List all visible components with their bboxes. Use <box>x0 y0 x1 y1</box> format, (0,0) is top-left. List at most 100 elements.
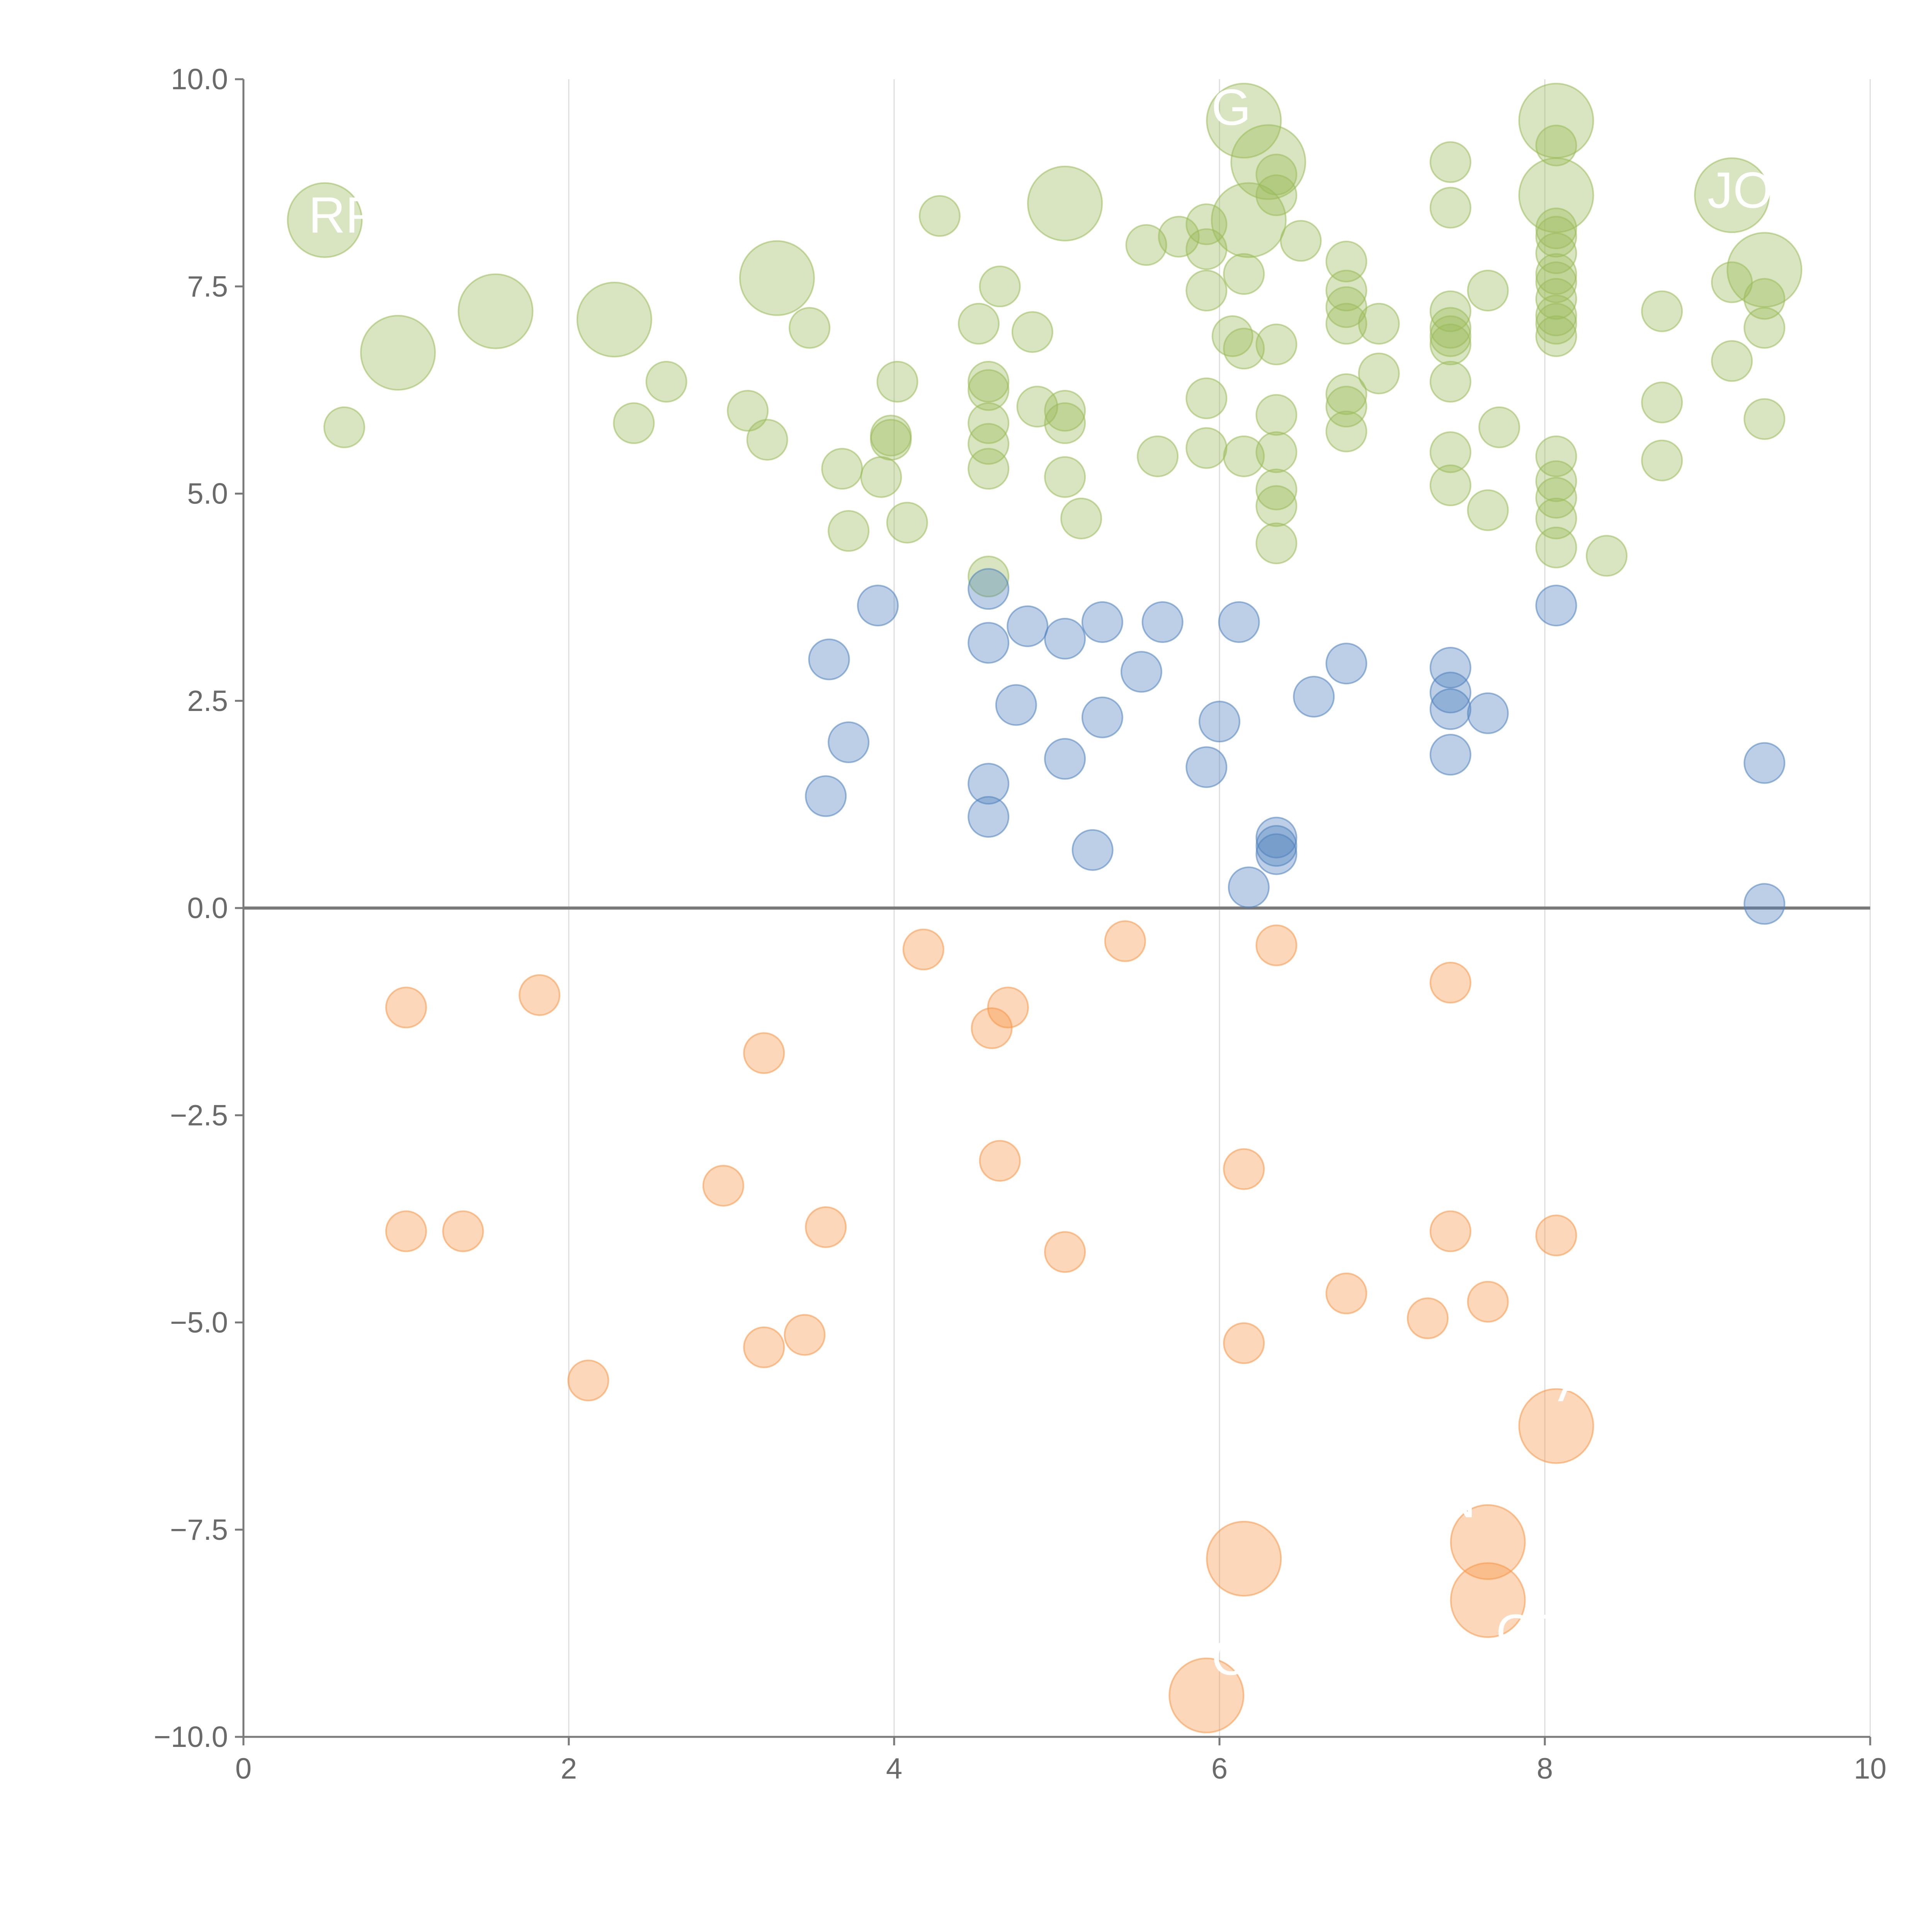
point-blue <box>1255 833 1298 875</box>
annotation-label: A <box>1558 1355 1592 1412</box>
point-green <box>979 265 1021 308</box>
point-green <box>1125 224 1167 266</box>
point-orange <box>442 1210 484 1252</box>
point-green <box>968 361 1010 403</box>
point-green <box>1429 464 1471 507</box>
point-green <box>1429 141 1471 183</box>
point-orange <box>1429 1210 1471 1252</box>
point-green <box>1585 535 1628 577</box>
point-blue <box>805 775 847 817</box>
point-orange <box>784 1314 826 1356</box>
point-green <box>1206 83 1282 159</box>
annotation-label: G <box>1211 79 1251 136</box>
point-green <box>1429 290 1471 332</box>
point-green <box>1726 232 1803 308</box>
annotation-label: C <box>1211 1629 1248 1685</box>
point-green <box>323 406 366 448</box>
point-green <box>1255 485 1298 527</box>
point-blue <box>1743 742 1786 784</box>
point-green <box>1158 216 1200 258</box>
point-green <box>870 415 912 457</box>
x-tick-label: 6 <box>1211 1752 1228 1785</box>
y-tick-label: 7.5 <box>187 270 228 303</box>
point-green <box>1518 157 1594 233</box>
point-orange <box>1450 1562 1526 1638</box>
point-green <box>1429 323 1471 366</box>
annotation-layer: RP G JOE A N OT C <box>308 79 1806 1685</box>
point-green <box>1429 361 1471 403</box>
point-orange <box>567 1359 609 1401</box>
point-blue <box>1293 676 1335 718</box>
point-orange <box>519 974 561 1016</box>
point-green <box>968 423 1010 465</box>
point-orange <box>1535 1214 1577 1257</box>
x-tick-label: 10 <box>1854 1752 1887 1785</box>
point-green <box>1211 315 1253 357</box>
point-blue <box>1467 692 1509 734</box>
point-orange <box>1325 1272 1367 1315</box>
point-green <box>876 361 918 403</box>
point-green <box>1641 290 1683 332</box>
point-green <box>1711 340 1753 382</box>
point-green <box>1185 427 1228 469</box>
point-orange <box>1104 920 1146 962</box>
point-green <box>1358 352 1400 395</box>
point-green <box>1325 410 1367 452</box>
point-green <box>1044 390 1086 432</box>
series-green <box>287 83 1803 597</box>
point-blue <box>1255 825 1298 867</box>
point-blue <box>1255 816 1298 859</box>
point-green <box>1429 307 1471 349</box>
series-blue <box>805 568 1786 925</box>
point-green <box>739 240 815 316</box>
point-green <box>1255 394 1298 436</box>
point-green <box>1467 269 1509 311</box>
point-blue <box>1071 829 1114 871</box>
point-orange <box>1429 962 1471 1004</box>
point-orange <box>987 986 1029 1029</box>
annotation-label: JOE <box>1708 162 1807 218</box>
point-green <box>1535 207 1577 250</box>
point-green <box>1325 386 1367 428</box>
y-tick-label: −5.0 <box>170 1306 228 1339</box>
point-blue <box>1044 617 1086 660</box>
point-green <box>1743 278 1786 320</box>
point-green <box>1429 187 1471 229</box>
x-tick-label: 2 <box>561 1752 577 1785</box>
point-blue <box>968 796 1010 838</box>
point-green <box>1280 220 1322 262</box>
point-orange <box>1044 1231 1086 1273</box>
point-green <box>1535 253 1577 295</box>
point-blue <box>1325 643 1367 685</box>
point-green <box>886 502 928 544</box>
point-green <box>1211 182 1287 258</box>
point-green <box>1185 377 1228 419</box>
point-blue <box>1743 883 1786 925</box>
point-green <box>1325 373 1367 415</box>
point-blue <box>968 568 1010 610</box>
point-green <box>360 315 436 391</box>
point-green <box>1694 157 1770 233</box>
point-green <box>1743 398 1786 440</box>
x-tick-label: 8 <box>1537 1752 1553 1785</box>
point-green <box>968 369 1010 411</box>
point-green <box>1223 328 1265 370</box>
point-green <box>968 556 1010 597</box>
point-blue <box>1429 734 1471 776</box>
point-orange <box>1255 924 1298 966</box>
point-green <box>287 182 363 258</box>
annotation-label: N <box>1439 1471 1476 1528</box>
point-blue <box>1429 646 1471 689</box>
point-green <box>789 307 831 349</box>
point-green <box>1255 468 1298 510</box>
point-green <box>1535 303 1577 345</box>
point-green <box>457 273 534 349</box>
point-green <box>1535 124 1577 167</box>
x-tick-label: 0 <box>235 1752 252 1785</box>
y-tick-label: −2.5 <box>170 1099 228 1132</box>
point-green <box>1535 435 1577 477</box>
point-orange <box>971 1007 1013 1049</box>
point-blue <box>1218 601 1260 643</box>
